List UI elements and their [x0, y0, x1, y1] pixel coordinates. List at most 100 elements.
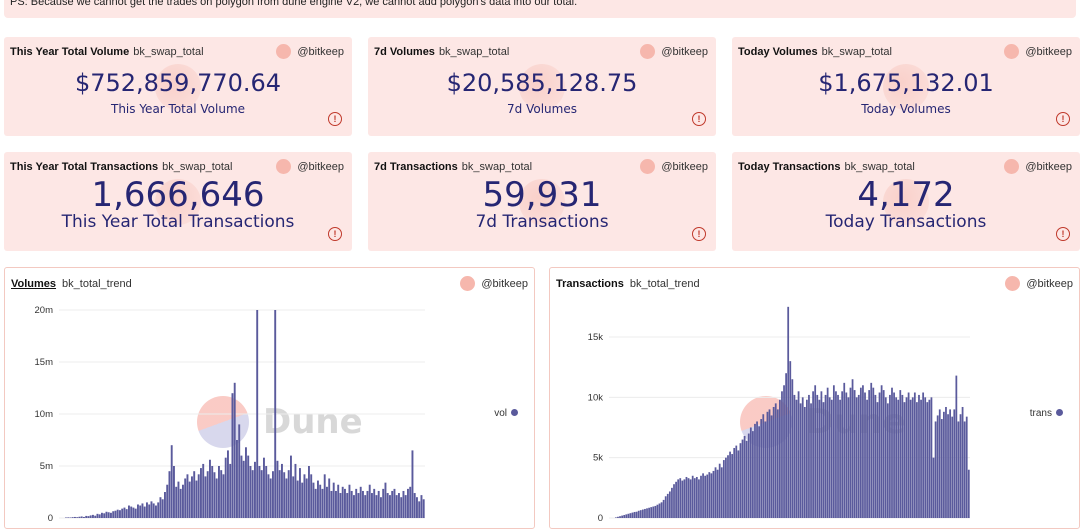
bar	[637, 510, 640, 518]
avatar	[276, 43, 292, 59]
bar	[837, 394, 839, 518]
bar	[671, 487, 673, 518]
bar	[249, 466, 252, 518]
card-query[interactable]: bk_swap_total	[438, 46, 510, 58]
counter-card-today-transactions[interactable]: Today Transactions bk_swap_total @bitkeep…	[732, 152, 1080, 251]
bar	[193, 471, 196, 518]
counter-value: $20,585,128.75	[446, 69, 638, 97]
volumes-chart-card[interactable]: Volumes bk_total_trend @bitkeep Dune 0 5m 1…	[4, 267, 535, 529]
bar	[215, 478, 218, 518]
counter-card-7d-volume[interactable]: 7d Volumes bk_swap_total @bitkeep $20,585…	[368, 37, 716, 136]
bar	[876, 402, 879, 518]
warning-icon[interactable]: !	[692, 227, 706, 241]
counter-card-7d-transactions[interactable]: 7d Transactions bk_swap_total @bitkeep 59…	[368, 152, 716, 251]
bar	[920, 399, 922, 518]
bar	[870, 382, 873, 518]
card-title[interactable]: 7d Transactions	[374, 161, 458, 173]
bar	[930, 397, 933, 518]
bar	[251, 470, 254, 518]
owner-link[interactable]: @bitkeep	[276, 158, 344, 175]
owner-link[interactable]: @bitkeep	[1004, 158, 1072, 175]
bar	[874, 394, 877, 518]
bar	[893, 392, 895, 518]
bar	[621, 515, 623, 518]
chart-legend[interactable]: vol	[494, 408, 518, 419]
bar	[186, 474, 189, 518]
bar	[662, 499, 665, 518]
owner-link[interactable]: @bitkeep	[640, 43, 708, 60]
avatar	[1004, 158, 1020, 174]
counter-card-today-volume[interactable]: Today Volumes bk_swap_total @bitkeep $1,6…	[732, 37, 1080, 136]
warning-icon[interactable]: !	[328, 112, 342, 126]
bar	[355, 488, 358, 518]
bar	[204, 476, 207, 518]
bar	[269, 478, 272, 518]
warning-icon[interactable]: !	[692, 112, 706, 126]
bar	[175, 486, 178, 518]
volumes-bar-chart: 0 5m 10m 15m 20m	[35, 305, 425, 524]
owner-link[interactable]: @bitkeep	[640, 158, 708, 175]
bar	[805, 399, 808, 518]
bar	[188, 481, 191, 518]
bar	[389, 495, 391, 518]
bar	[835, 391, 837, 518]
card-title[interactable]: This Year Total Volume	[10, 46, 130, 58]
owner-link[interactable]: @bitkeep	[1004, 43, 1072, 60]
warning-icon[interactable]: !	[328, 227, 342, 241]
bar	[326, 486, 328, 518]
counter-card-year-volume[interactable]: This Year Total Volume bk_swap_total @bit…	[4, 37, 352, 136]
bar	[631, 512, 634, 518]
owner-link[interactable]: @bitkeep	[460, 275, 528, 292]
chart-query[interactable]: bk_total_trend	[629, 278, 700, 290]
y-tick-label: 0	[48, 513, 53, 524]
bar	[787, 306, 790, 518]
card-query[interactable]: bk_swap_total	[133, 46, 204, 58]
bar	[957, 421, 960, 518]
bar	[810, 403, 812, 518]
card-query[interactable]: bk_swap_total	[162, 161, 233, 173]
bar	[402, 490, 405, 518]
chart-title[interactable]: Volumes	[11, 278, 57, 290]
bar	[218, 466, 220, 518]
bar	[191, 476, 193, 518]
bar	[664, 496, 667, 518]
counter-card-year-transactions[interactable]: This Year Total Transactions bk_swap_tota…	[4, 152, 352, 251]
bar	[94, 515, 97, 518]
card-query[interactable]: bk_swap_total	[844, 161, 915, 173]
bar	[263, 457, 265, 518]
bar	[287, 470, 290, 518]
bar	[368, 484, 371, 518]
counter-label: 7d Transactions	[475, 212, 609, 232]
warning-icon[interactable]: !	[1056, 112, 1070, 126]
chart-legend[interactable]: trans	[1030, 408, 1063, 419]
card-query[interactable]: bk_swap_total	[821, 46, 892, 58]
bar	[934, 421, 937, 518]
warning-icon[interactable]: !	[1056, 227, 1070, 241]
card-title[interactable]: This Year Total Transactions	[10, 161, 159, 173]
card-title[interactable]: Today Transactions	[738, 161, 841, 173]
bar	[774, 403, 777, 518]
bar	[303, 474, 306, 518]
bar	[695, 476, 698, 518]
bar	[337, 484, 340, 518]
owner-link[interactable]: @bitkeep	[1005, 275, 1073, 292]
bar	[635, 511, 638, 518]
chart-query[interactable]: bk_total_trend	[62, 278, 132, 290]
card-title[interactable]: Today Volumes	[738, 46, 818, 58]
owner-link[interactable]: @bitkeep	[276, 43, 344, 60]
bar	[741, 439, 744, 518]
chart-title[interactable]: Transactions	[556, 278, 624, 290]
bar	[847, 397, 850, 518]
bar	[103, 513, 106, 518]
bar	[689, 479, 692, 518]
bar	[125, 509, 128, 518]
bar	[319, 484, 322, 518]
card-query[interactable]: bk_swap_total	[461, 161, 533, 173]
bar	[932, 457, 935, 518]
card-title[interactable]: 7d Volumes	[374, 46, 435, 58]
bar	[164, 492, 166, 518]
bar	[132, 507, 135, 518]
bar	[841, 391, 844, 518]
dune-watermark-icon	[155, 63, 201, 110]
